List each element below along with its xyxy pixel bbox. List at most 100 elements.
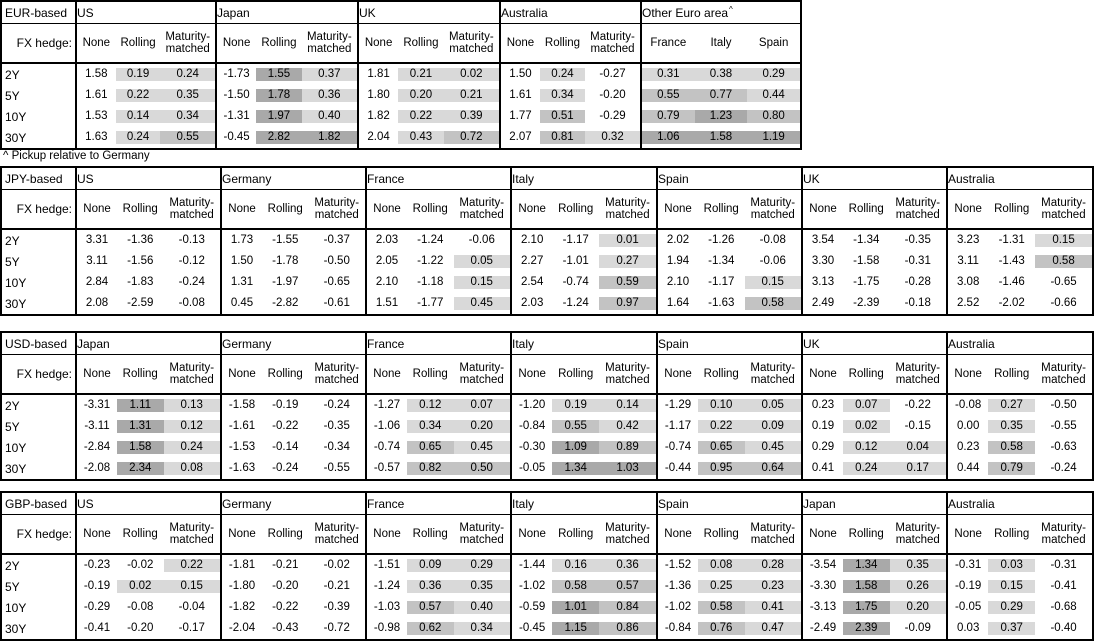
- data-cell: 0.19: [811, 420, 835, 433]
- data-group: -1.80 -0.20 -0.21: [220, 576, 365, 597]
- data-group: 0.41 0.24 0.17: [801, 458, 946, 479]
- base-label: GBP-based: [5, 496, 68, 511]
- hedge-column-header: Rolling: [261, 36, 297, 49]
- hedge-column-header: Maturity-matched: [459, 196, 505, 221]
- column-header-group: None Rolling Maturity-matched: [75, 355, 220, 393]
- country-name-text: Spain: [658, 171, 689, 186]
- tenor-label: 10Y: [5, 600, 27, 615]
- column-header-group: None Rolling Maturity-matched: [220, 190, 365, 228]
- data-group: -1.17 0.22 0.09: [656, 416, 801, 437]
- hedge-column-header: None: [518, 527, 546, 540]
- hedge-column-header: None: [809, 527, 837, 540]
- data-cell: -1.43: [998, 255, 1025, 268]
- data-cell: 0.29: [811, 441, 835, 454]
- data-group: 1.06 1.58 1.19: [640, 127, 800, 148]
- data-row: 5Y 3.11 -1.56 -0.12 1.50 -1.78 -0.50 2.05 -1.22 0…: [2, 251, 1092, 272]
- data-cell: 0.26: [889, 580, 946, 593]
- country-name: Australia: [501, 6, 640, 20]
- data-group: 1.94 -1.34 -0.06: [656, 251, 801, 272]
- data-cell: 0.57: [407, 601, 454, 614]
- data-cell: -0.98: [373, 622, 401, 635]
- data-cell: -2.39: [853, 297, 880, 310]
- data-group: 0.23 0.07 -0.22: [801, 395, 946, 416]
- hedge-column-header: Maturity-matched: [314, 361, 360, 386]
- data-cell: 1.51: [375, 297, 399, 310]
- hedge-column-header: None: [364, 36, 393, 49]
- country-name-text: US: [77, 496, 94, 511]
- data-cell: 0.24: [163, 441, 220, 454]
- data-group: -0.19 0.15 -0.41: [946, 576, 1092, 597]
- data-cell: -1.02: [519, 580, 546, 593]
- data-cell: 0.41: [744, 601, 801, 614]
- data-group: -0.19 0.02 0.15: [75, 576, 220, 597]
- data-cell: 0.02: [843, 420, 890, 433]
- data-group: -3.11 1.31 0.12: [75, 416, 220, 437]
- data-group: -3.30 1.58 0.26: [801, 576, 946, 597]
- hedge-column-header: Rolling: [403, 36, 439, 49]
- data-cell: -1.17: [708, 276, 735, 289]
- data-cell: 0.00: [956, 420, 980, 433]
- data-group: 3.23 -1.31 0.15: [946, 230, 1092, 251]
- data-group: 1.31 -1.97 -0.65: [220, 272, 365, 293]
- data-group: -0.23 -0.02 0.22: [75, 555, 220, 576]
- data-cell: -0.39: [323, 601, 350, 614]
- data-cell: 1.01: [552, 601, 600, 614]
- hedge-column-header: Rolling: [558, 202, 594, 215]
- data-cell: -0.08: [759, 234, 786, 247]
- hedge-column-header: None: [664, 527, 692, 540]
- data-cell: -0.20: [599, 89, 626, 102]
- data-cell: 0.16: [552, 559, 600, 572]
- data-row: 10Y 1.53 0.14 0.34 -1.31 1.97 0.40 1.82 0.22 0.39…: [2, 106, 800, 127]
- data-cell: -1.18: [417, 276, 444, 289]
- country-group-header: Japan: [75, 333, 220, 354]
- data-cell: 0.35: [889, 559, 946, 572]
- data-group: 0.00 0.35 -0.55: [946, 416, 1092, 437]
- data-cell: -0.31: [904, 255, 931, 268]
- fx-hedge-label: FX hedge:: [16, 202, 72, 216]
- data-cell: 0.04: [889, 441, 946, 454]
- country-name-text: UK: [803, 171, 820, 186]
- hedge-column-header: None: [222, 36, 251, 49]
- data-group: 1.64 -1.63 0.58: [656, 293, 801, 314]
- data-cell: 0.40: [453, 601, 510, 614]
- country-name: Germany: [222, 497, 365, 511]
- hedge-column-header: Rolling: [994, 202, 1030, 215]
- data-cell: 0.37: [988, 622, 1036, 635]
- data-cell: 0.22: [163, 559, 220, 572]
- data-cell: -1.52: [664, 559, 692, 572]
- hedge-column-header: None: [954, 367, 982, 380]
- data-cell: 1.61: [509, 89, 532, 102]
- data-group: 2.54 -0.74 0.59: [510, 272, 656, 293]
- data-cell: 0.58: [698, 601, 745, 614]
- data-cell: -1.20: [519, 399, 546, 412]
- data-group: 3.13 -1.75 -0.28: [801, 272, 946, 293]
- hedge-column-header: Maturity-matched: [314, 521, 360, 546]
- data-group: 1.50 -1.78 -0.50: [220, 251, 365, 272]
- data-cell: -1.36: [664, 580, 692, 593]
- data-cell: -1.24: [417, 234, 444, 247]
- data-cell: -1.80: [228, 580, 256, 593]
- data-cell: 0.34: [453, 622, 510, 635]
- base-table: GBP-based US Germany France Italy Spain Japan A…: [0, 491, 1094, 641]
- hedge-column-header: Rolling: [848, 202, 884, 215]
- data-cell: -0.24: [272, 462, 299, 475]
- country-name-text: Other Euro area: [642, 5, 729, 20]
- data-cell: -0.24: [178, 276, 205, 289]
- data-cell: -0.19: [272, 399, 299, 412]
- country-name: UK: [359, 6, 499, 20]
- data-cell: 0.35: [988, 420, 1036, 433]
- country-group-header: Spain: [656, 333, 801, 354]
- data-cell: -0.40: [1050, 622, 1077, 635]
- data-cell: -0.29: [599, 110, 626, 123]
- country-group-header: Australia: [499, 2, 640, 23]
- data-group: -1.63 -0.24 -0.55: [220, 458, 365, 479]
- data-cell: 2.52: [956, 297, 980, 310]
- data-group: -0.08 0.27 -0.50: [946, 395, 1092, 416]
- tenor-label: 5Y: [5, 88, 20, 103]
- data-cell: 0.82: [407, 462, 454, 475]
- data-cell: -1.63: [228, 462, 256, 475]
- data-cell: 1.82: [301, 131, 357, 144]
- data-cell: 1.80: [367, 89, 390, 102]
- data-cell: 2.05: [375, 255, 399, 268]
- country-name-text: US: [77, 171, 94, 186]
